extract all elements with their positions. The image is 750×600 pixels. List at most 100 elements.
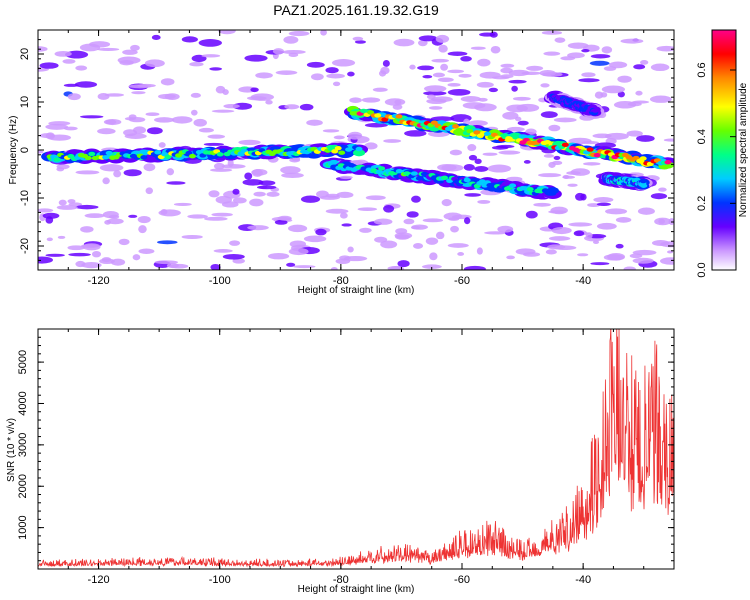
- heatmap-cell: [331, 149, 339, 154]
- heatmap-cell: [422, 75, 433, 79]
- heatmap-cell: [372, 87, 388, 92]
- heatmap-cell: [229, 240, 241, 246]
- heatmap-cell: [190, 92, 201, 98]
- heatmap-cell: [567, 52, 585, 59]
- heatmap-cell: [608, 61, 628, 69]
- x-tick-label: -100: [209, 275, 231, 287]
- heatmap-cell: [333, 135, 345, 140]
- heatmap-cell: [299, 103, 314, 111]
- heatmap-cell: [201, 54, 221, 58]
- heatmap-cell: [548, 236, 571, 241]
- heatmap-cell: [549, 191, 557, 196]
- heatmap-cell: [357, 207, 378, 212]
- heatmap-cell: [151, 34, 161, 41]
- heatmap-cell: [468, 120, 488, 127]
- heatmap-cell: [188, 153, 196, 159]
- heatmap-cell: [663, 138, 674, 142]
- snr-x-axis-label: Height of straight line (km): [298, 584, 415, 595]
- heatmap-cell: [473, 130, 481, 135]
- heatmap-cell: [68, 202, 83, 207]
- heatmap-cell: [347, 71, 355, 77]
- heatmap-cell: [288, 52, 299, 58]
- heatmap-cell: [629, 253, 643, 259]
- heatmap-cell: [512, 96, 531, 101]
- heatmap-cell: [413, 242, 424, 249]
- heatmap-cell: [474, 158, 482, 165]
- heatmap-cell: [209, 67, 223, 71]
- heatmap-cell: [603, 254, 625, 261]
- heatmap-cell: [75, 65, 88, 71]
- heatmap-cell: [627, 101, 642, 107]
- heatmap-cell: [209, 168, 233, 172]
- heatmap-cell: [75, 204, 99, 210]
- heatmap-cell: [526, 65, 544, 71]
- heatmap-cell: [347, 131, 363, 140]
- heatmap-cell: [658, 187, 667, 192]
- heatmap-cell: [339, 175, 353, 180]
- heatmap-cell: [203, 216, 228, 221]
- heatmap-cell: [106, 218, 124, 225]
- heatmap-cell: [566, 171, 581, 175]
- heatmap-cell: [381, 117, 389, 122]
- heatmap-cell: [457, 252, 465, 256]
- heatmap-cell: [38, 208, 54, 213]
- heatmap-cell: [380, 240, 398, 249]
- heatmap-cell: [438, 44, 448, 53]
- heatmap-cell: [417, 39, 428, 47]
- heatmap-cell: [506, 176, 523, 182]
- heatmap-cell: [45, 253, 65, 257]
- heatmap-cell: [543, 154, 555, 158]
- heatmap-cell: [164, 93, 180, 101]
- heatmap-cell: [102, 177, 110, 185]
- heatmap-cell: [306, 61, 325, 68]
- x-tick-label: -40: [575, 275, 591, 287]
- heatmap-cell: [573, 230, 585, 237]
- heatmap-cell: [447, 69, 464, 74]
- chart-title: PAZ1.2025.161.19.32.G19: [273, 2, 439, 18]
- heatmap-cell: [411, 224, 428, 230]
- heatmap-cell: [67, 93, 81, 101]
- heatmap-cell: [113, 170, 122, 178]
- heatmap-cell: [660, 257, 674, 265]
- heatmap-cell: [443, 212, 463, 221]
- heatmap-cell: [57, 235, 66, 239]
- heatmap-cell: [488, 87, 498, 93]
- heatmap-cell: [138, 248, 155, 254]
- heatmap-cell: [246, 96, 267, 101]
- heatmap-cell: [364, 142, 378, 150]
- y-tick-label: 10: [19, 96, 31, 108]
- heatmap-cell: [476, 81, 494, 88]
- heatmap-cell: [562, 174, 570, 180]
- colorbar-tick-label: 0.0: [696, 262, 708, 277]
- heatmap-cell: [338, 150, 346, 155]
- heatmap-cell: [306, 119, 323, 126]
- heatmap-cell: [339, 255, 351, 261]
- y-tick-label: 20: [19, 48, 31, 60]
- snr-frame: [37, 328, 675, 570]
- heatmap-cell: [605, 208, 628, 215]
- heatmap-cell: [160, 208, 168, 215]
- heatmap-cell: [84, 155, 92, 161]
- heatmap-cell: [104, 220, 112, 225]
- heatmap-cell: [190, 109, 198, 116]
- heatmap-cell: [110, 258, 126, 266]
- heatmap-cell: [487, 164, 512, 173]
- heatmap-cell: [272, 48, 285, 55]
- heatmap-cell: [460, 95, 481, 103]
- heatmap-cell: [38, 150, 44, 154]
- heatmap-cell: [322, 129, 340, 133]
- heatmap-cell: [581, 49, 590, 53]
- heatmap-cell: [216, 152, 224, 157]
- heatmap-cell: [99, 164, 124, 172]
- heatmap-cell: [238, 139, 261, 146]
- heatmap-cell: [153, 117, 175, 123]
- heatmap-cell: [277, 215, 292, 221]
- x-tick-label: -80: [333, 574, 349, 586]
- heatmap-cell: [640, 183, 648, 188]
- x-tick-label: -60: [454, 574, 470, 586]
- heatmap-cell: [62, 59, 76, 64]
- heatmap-cell: [577, 253, 589, 257]
- heatmap-cell: [467, 144, 477, 152]
- heatmap-cell: [325, 193, 340, 198]
- x-tick-label: -80: [333, 275, 349, 287]
